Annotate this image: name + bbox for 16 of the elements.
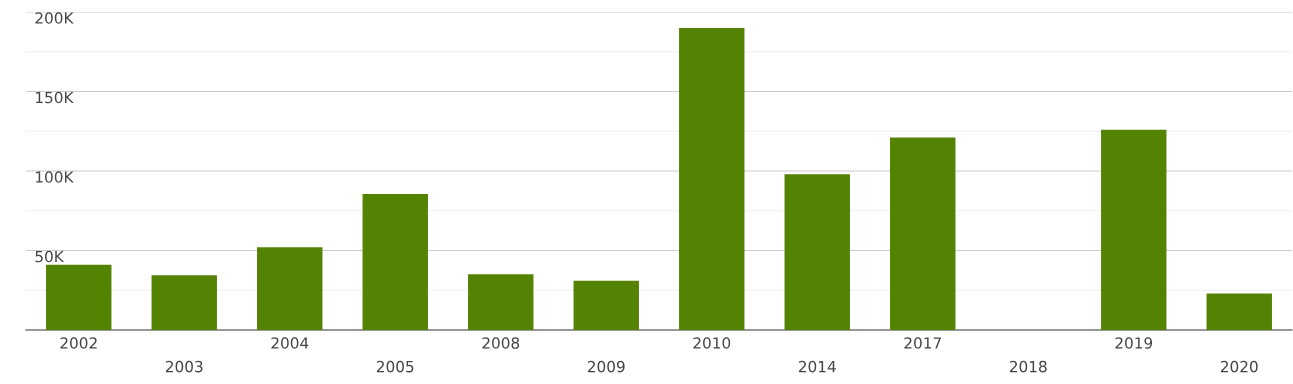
y-tick-label: 50K xyxy=(35,250,65,263)
x-tick-label: 2003 xyxy=(165,360,203,373)
x-tick-label: 2020 xyxy=(1220,360,1258,373)
x-tick-label: 2014 xyxy=(798,360,836,373)
x-tick-label: 2010 xyxy=(693,337,731,349)
x-tick-label: 2017 xyxy=(904,337,941,349)
y-tick-label: 100K xyxy=(36,171,74,183)
y-tick-label: 150K xyxy=(36,91,74,104)
x-tick-label: 2002 xyxy=(60,337,97,349)
x-tick-label: 2004 xyxy=(271,337,309,349)
x-tick-label: 2008 xyxy=(482,337,520,349)
x-tick-label: 2019 xyxy=(1115,337,1153,349)
y-tick-label: 200K xyxy=(35,12,74,24)
x-tick-label: 2018 xyxy=(1009,360,1047,373)
x-tick-label: 2009 xyxy=(587,360,625,373)
x-tick-label: 2005 xyxy=(376,360,414,373)
